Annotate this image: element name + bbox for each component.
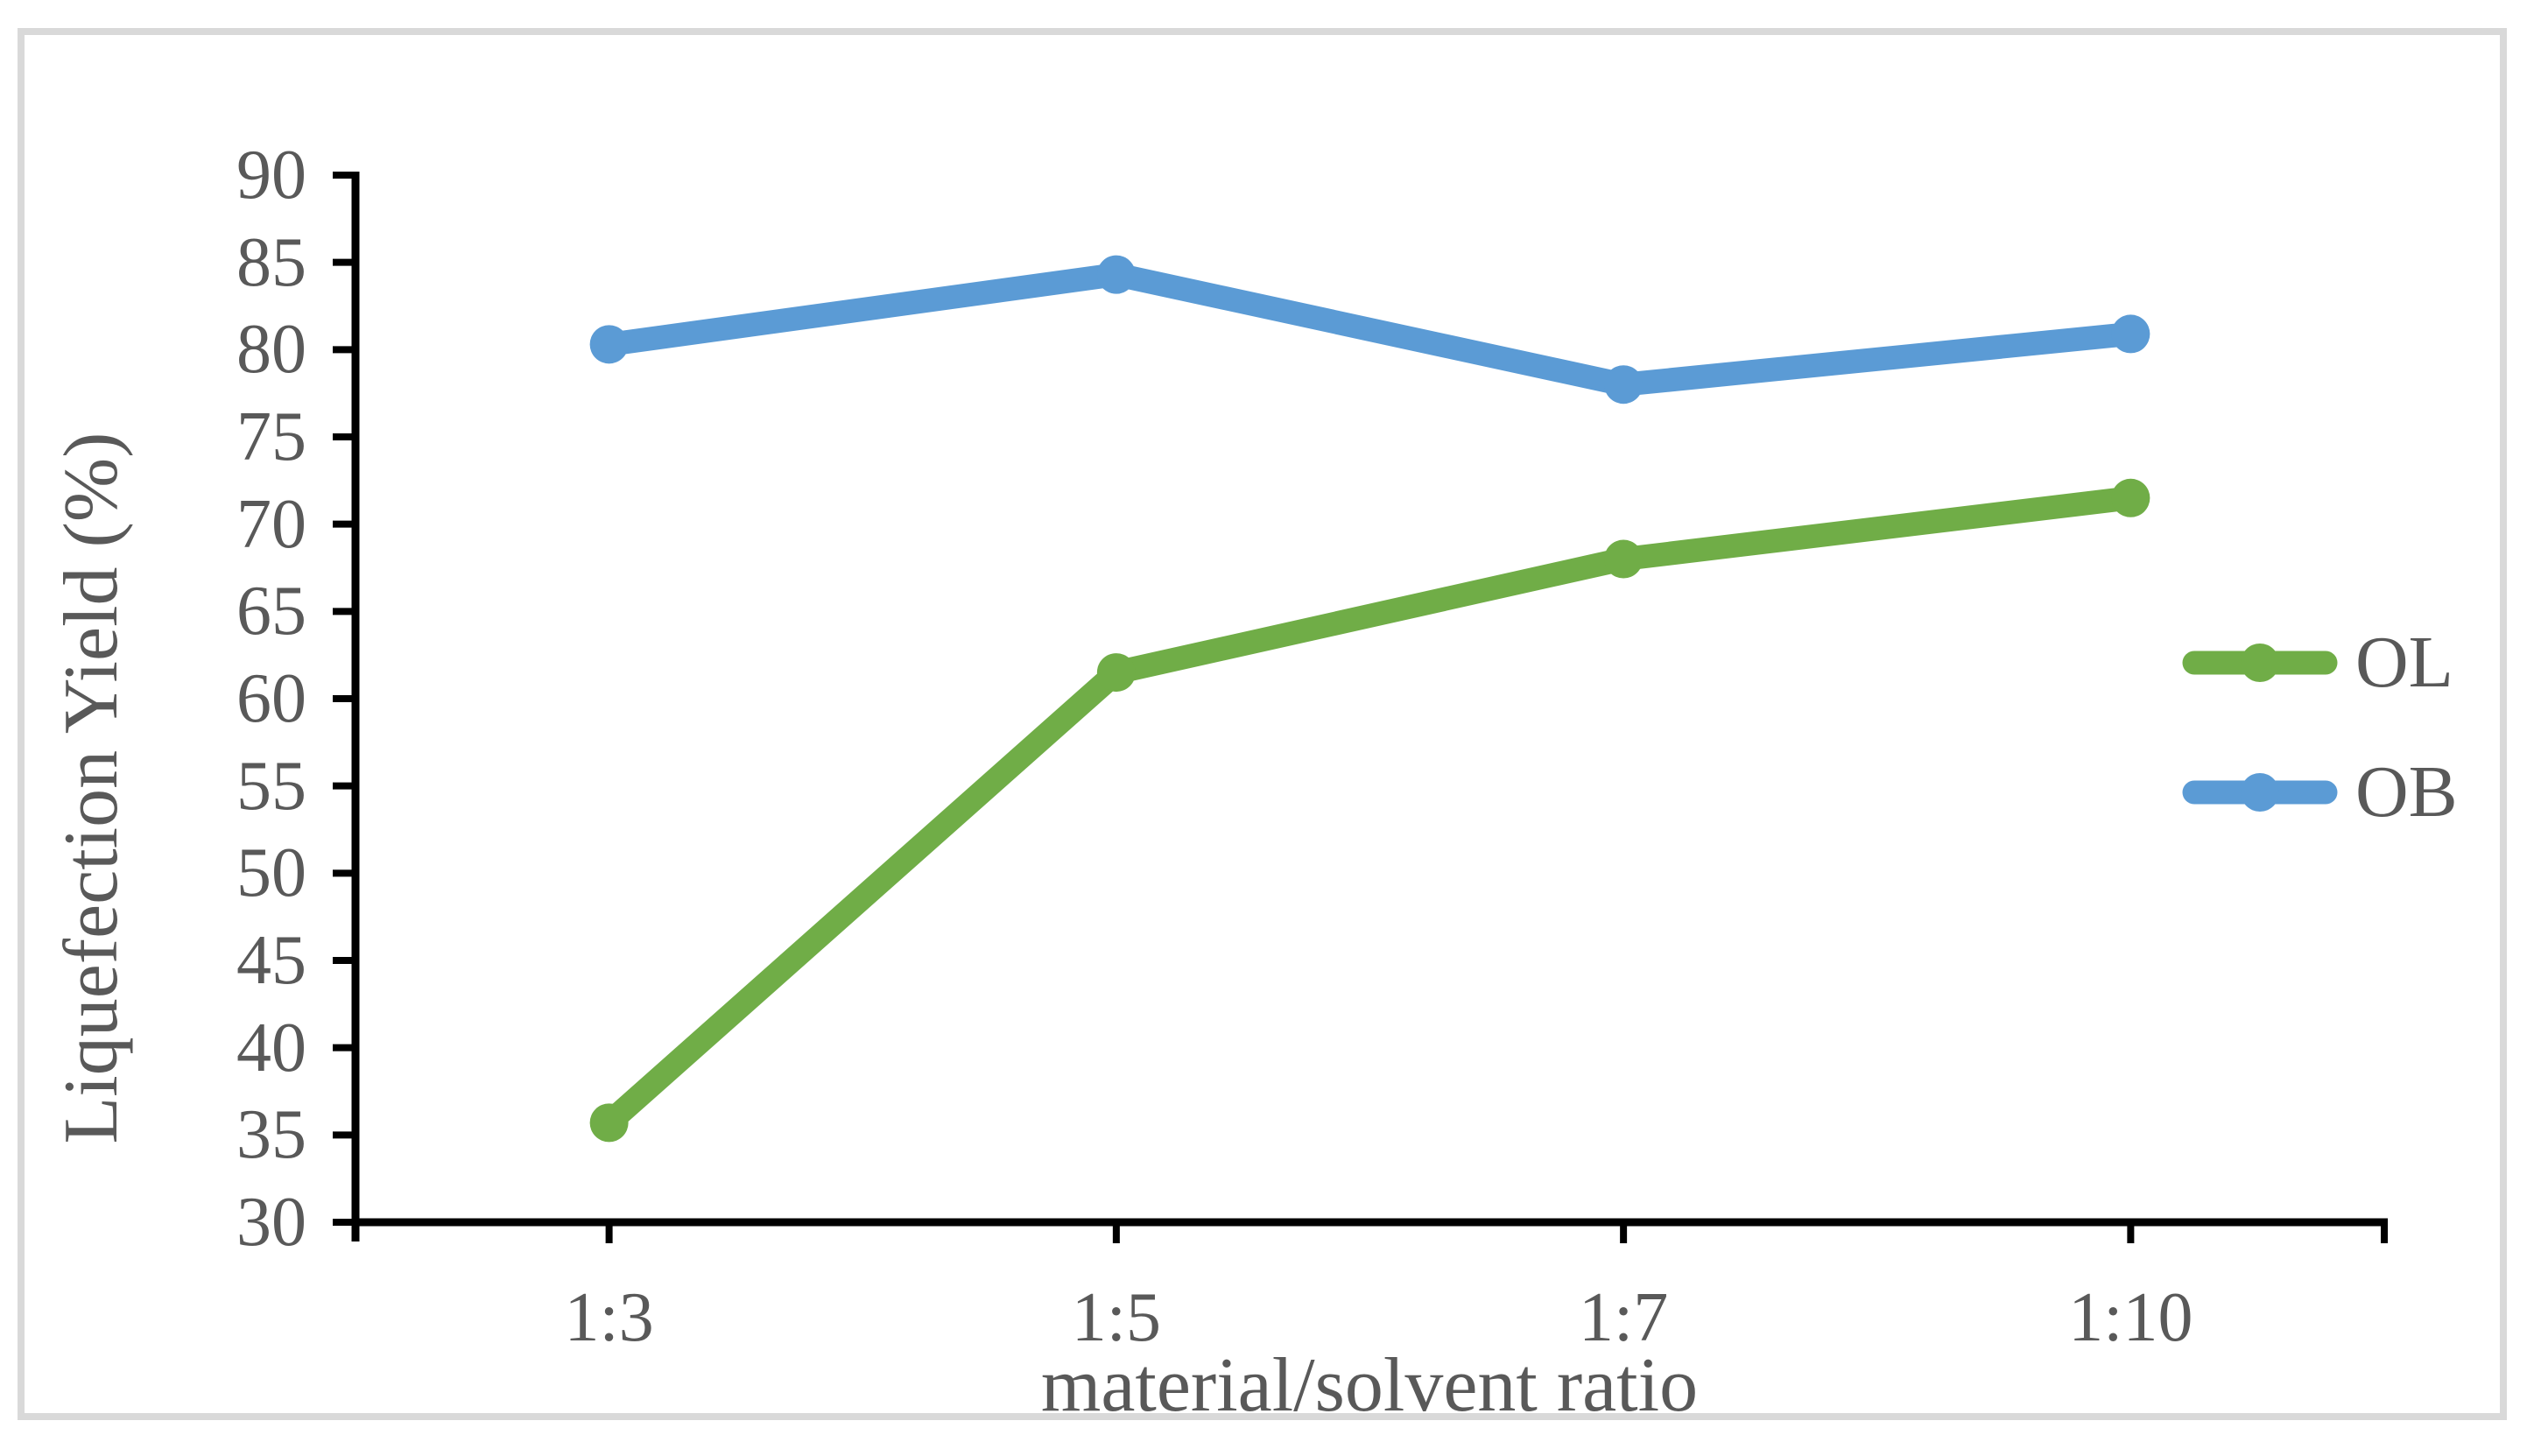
y-tick-label-70: 70 bbox=[236, 485, 306, 563]
data-point-OL-1:3 bbox=[589, 1103, 629, 1143]
y-tick-label-45: 45 bbox=[236, 922, 306, 999]
figure-border bbox=[18, 28, 2507, 1420]
y-tick-label-90: 90 bbox=[236, 137, 306, 214]
y-tick-label-65: 65 bbox=[236, 573, 306, 651]
x-tick-label-1:5: 1:5 bbox=[1071, 1279, 1161, 1356]
series-line-OB bbox=[597, 263, 2143, 397]
legend-item-ol: OL bbox=[2182, 626, 2453, 700]
data-point-OB-1:10 bbox=[2111, 314, 2150, 354]
legend-marker-ol-icon bbox=[2182, 644, 2338, 682]
y-tick-label-35: 35 bbox=[236, 1096, 306, 1174]
y-tick-label-55: 55 bbox=[236, 747, 306, 825]
y-tick-label-40: 40 bbox=[236, 1009, 306, 1087]
y-tick-label-30: 30 bbox=[236, 1184, 306, 1261]
y-tick-label-60: 60 bbox=[236, 660, 306, 737]
x-tick-label-1:10: 1:10 bbox=[2068, 1279, 2193, 1356]
legend-label-ol: OL bbox=[2355, 622, 2453, 703]
x-tick-label-1:7: 1:7 bbox=[1579, 1279, 1669, 1356]
data-point-OB-1:3 bbox=[589, 325, 629, 364]
data-point-OL-1:5 bbox=[1096, 653, 1136, 693]
y-tick-label-75: 75 bbox=[236, 398, 306, 475]
data-point-OL-1:10 bbox=[2111, 478, 2150, 517]
y-tick-label-85: 85 bbox=[236, 223, 306, 301]
series-line-OL bbox=[597, 486, 2143, 1135]
legend-item-ob: OB bbox=[2182, 756, 2458, 829]
y-tick-label-50: 50 bbox=[236, 834, 306, 912]
x-tick-label-1:3: 1:3 bbox=[564, 1279, 654, 1356]
data-point-OB-1:7 bbox=[1604, 365, 1644, 404]
y-tick-label-80: 80 bbox=[236, 311, 306, 389]
data-point-OB-1:5 bbox=[1096, 255, 1136, 294]
legend-dot bbox=[2241, 644, 2279, 682]
data-point-OL-1:7 bbox=[1604, 539, 1644, 579]
legend-label-ob: OB bbox=[2355, 751, 2458, 833]
x-axis-title: material/solvent ratio bbox=[1040, 1343, 1699, 1428]
legend-dot bbox=[2241, 773, 2279, 812]
legend-marker-ob-icon bbox=[2182, 773, 2338, 812]
